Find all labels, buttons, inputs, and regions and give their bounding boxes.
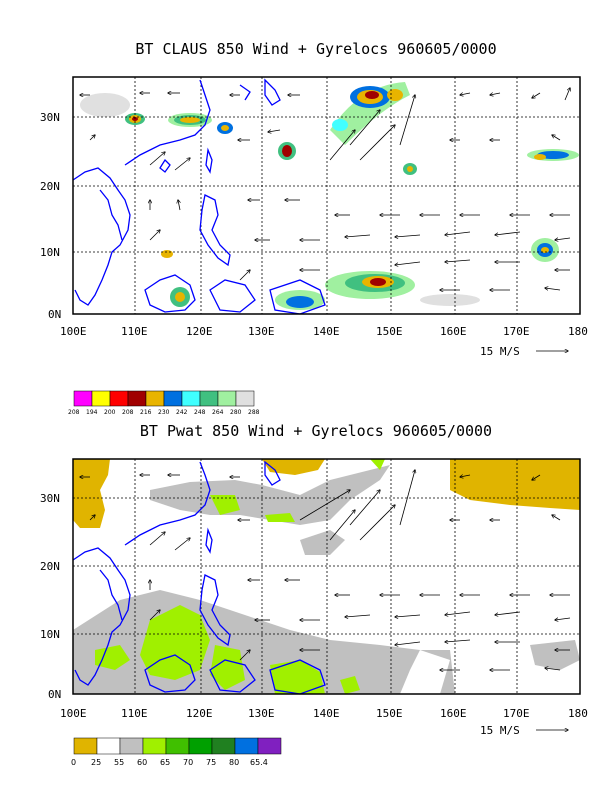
panel1-lon-label: 160E	[440, 325, 467, 338]
colorbar-label: 65.4	[250, 758, 268, 767]
colorbar-label: 55	[114, 758, 124, 767]
panel2-lon-label: 120E	[186, 707, 213, 720]
panel1-map: 30N 20N 10N 0N 100E 110E 120E 130E 140E …	[40, 76, 588, 358]
colorbar-label: 242	[176, 409, 188, 416]
colorbar-label: 60	[137, 758, 147, 767]
colorbar-label: 200	[104, 409, 116, 416]
panel2-map: 30N 20N 10N 0N 100E 110E 120E 130E 140E …	[40, 458, 588, 737]
colorbar-label: 288	[248, 409, 260, 416]
panel1-lon-label: 100E	[60, 325, 87, 338]
panel1-lon-label: 150E	[376, 325, 403, 338]
panel2-lon-label: 130E	[248, 707, 275, 720]
panel1-grid	[73, 77, 580, 314]
colorbar-label: 216	[140, 409, 152, 416]
panel1-lat-label: 20N	[40, 180, 60, 193]
panel1-lon-label: 130E	[248, 325, 275, 338]
panel2-lon-label: 140E	[313, 707, 340, 720]
panel2-lon-label: 110E	[121, 707, 148, 720]
panel2-ref-vector-label: 15 M/S	[480, 724, 520, 737]
panel2-lon-label: 160E	[440, 707, 467, 720]
panel2-wind-vectors	[80, 470, 571, 670]
panel2-frame	[72, 458, 581, 695]
panel1-lon-label: 140E	[313, 325, 340, 338]
panel1-lat-label: 0N	[48, 308, 61, 321]
panel1-lon-label: 120E	[186, 325, 213, 338]
panel2-colorbar: 0 25 55 60 65 70 75 80 65.4	[71, 737, 282, 767]
panel2-lon-label: 150E	[376, 707, 403, 720]
colorbar-label: 264	[212, 409, 224, 416]
colorbar-label: 248	[194, 409, 206, 416]
panel1-lat-label: 30N	[40, 111, 60, 124]
panel2-pwat-features	[73, 459, 580, 694]
colorbar-label: 230	[158, 409, 170, 416]
panel2-lat-label: 10N	[40, 628, 60, 641]
panel1-lon-label: 170E	[503, 325, 530, 338]
panel2-grid	[73, 459, 580, 694]
colorbar-label: 208	[68, 409, 80, 416]
panel1-title: BT CLAUS 850 Wind + Gyrelocs 960605/0000	[135, 40, 497, 58]
panel1-lon-label: 180	[568, 325, 588, 338]
colorbar-label: 65	[160, 758, 170, 767]
panel1-ref-vector-label: 15 M/S	[480, 345, 520, 358]
panel1-lat-label: 10N	[40, 246, 60, 259]
colorbar-label: 25	[91, 758, 101, 767]
colorbar-label: 194	[86, 409, 98, 416]
panel2-coastlines	[72, 460, 326, 695]
panel2-lon-label: 180	[568, 707, 588, 720]
panel1-colorbar: 208 194 200 208 216 230 242 248 264 280 …	[68, 390, 260, 416]
panel2-lat-label: 0N	[48, 688, 61, 701]
panel2-lat-label: 20N	[40, 560, 60, 573]
panel2-lon-label: 170E	[503, 707, 530, 720]
colorbar-label: 280	[230, 409, 242, 416]
panel1-lon-label: 110E	[121, 325, 148, 338]
panel2-lon-label: 100E	[60, 707, 87, 720]
colorbar-label: 208	[122, 409, 134, 416]
panel2-title: BT Pwat 850 Wind + Gyrelocs 960605/0000	[139, 422, 493, 440]
panel1-coastlines	[72, 78, 326, 315]
colorbar-label: 80	[229, 758, 239, 767]
panel1-wind-vectors	[80, 88, 570, 290]
panel2-lat-label: 30N	[40, 492, 60, 505]
colorbar-label: 70	[183, 758, 193, 767]
colorbar-label: 75	[206, 758, 216, 767]
panel1-frame	[72, 76, 581, 315]
colorbar-label: 0	[71, 758, 76, 767]
panel1-cloud-features	[80, 82, 579, 310]
